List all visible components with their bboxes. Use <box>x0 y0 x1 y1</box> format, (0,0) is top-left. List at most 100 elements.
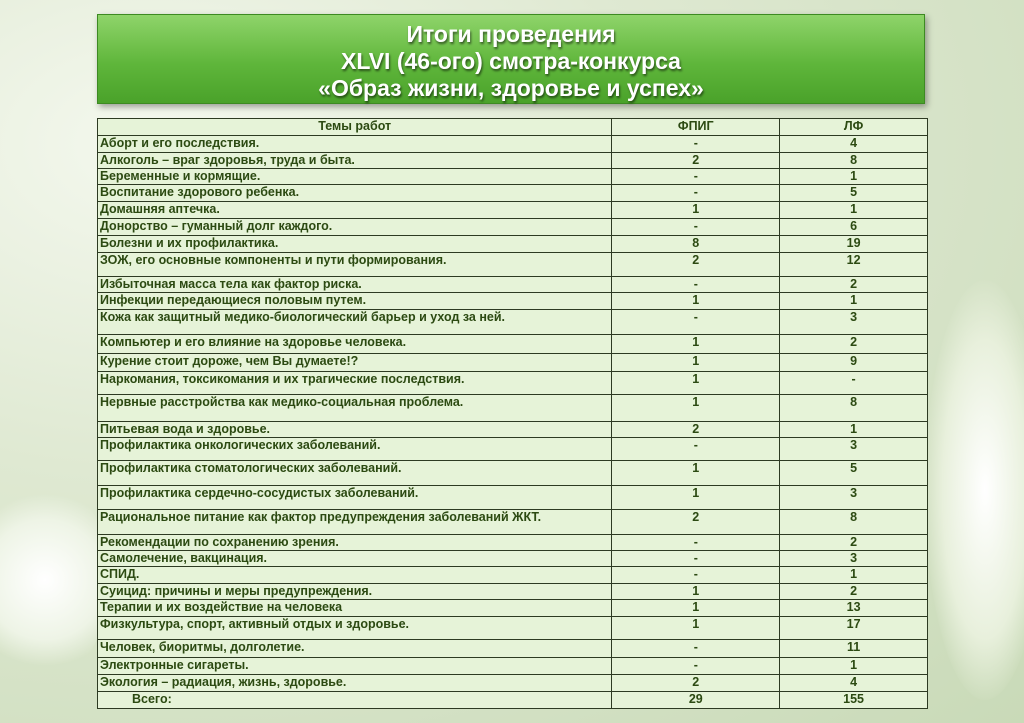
cell-fpig: 8 <box>611 235 781 253</box>
cell-lf: 9 <box>779 353 928 372</box>
cell-fpig: - <box>611 309 781 335</box>
table-row: Алкоголь – враг здоровья, труда и быта. 2… <box>96 152 928 169</box>
cell-lf: 1 <box>779 421 928 438</box>
table-row: Компьютер и его влияние на здоровье чело… <box>96 334 928 354</box>
header-fpig: ФПИГ <box>611 118 781 136</box>
cell-topic: Электронные сигареты. <box>96 657 613 675</box>
cell-topic: Курение стоит дороже, чем Вы думаете!? <box>96 353 613 372</box>
table-row: Нервные расстройства как медико-социальн… <box>96 394 928 422</box>
header-topics: Темы работ <box>96 118 613 136</box>
cell-fpig: - <box>611 218 781 236</box>
table-row: Избыточная масса тела как фактор риска. -… <box>96 276 928 293</box>
table-row: Самолечение, вакцинация. -3 <box>96 550 928 567</box>
table-row: Курение стоит дороже, чем Вы думаете!? 1 9 <box>96 353 928 372</box>
cell-fpig: 2 <box>611 152 781 169</box>
cell-fpig: 1 <box>611 485 781 510</box>
cell-lf: 2 <box>779 534 928 551</box>
cell-fpig: 1 <box>611 353 781 372</box>
cell-topic: Алкоголь – враг здоровья, труда и быта. <box>96 152 613 169</box>
cell-lf: 2 <box>779 583 928 600</box>
table-row: Суицид: причины и меры предупреждения. 1 2 <box>96 583 928 600</box>
cell-fpig: - <box>611 276 781 293</box>
header-lf: ЛФ <box>779 118 928 136</box>
cell-topic: Компьютер и его влияние на здоровье чело… <box>96 334 613 354</box>
total-lf: 155 <box>779 691 928 709</box>
total-fpig: 29 <box>611 691 781 709</box>
cell-lf: 3 <box>779 437 928 461</box>
total-row: Всего: 29 155 <box>96 691 928 709</box>
table-row: Беременные и кормящие. -1 <box>96 168 928 185</box>
cell-topic: Кожа как защитный медико-биологический б… <box>96 309 613 335</box>
cell-fpig: 1 <box>611 599 781 617</box>
cell-fpig: - <box>611 184 781 202</box>
cell-topic: Суицид: причины и меры предупреждения. <box>96 583 613 600</box>
results-table: Темы работ ФПИГ ЛФ Аборт и его последств… <box>96 118 928 709</box>
cell-lf: 11 <box>779 639 928 658</box>
title-line-3: «Образ жизни, здоровье и успех» <box>318 75 704 101</box>
cell-fpig: 1 <box>611 371 781 395</box>
cell-fpig: - <box>611 639 781 658</box>
cell-lf: 1 <box>779 657 928 675</box>
table-row: Домашняя аптечка. 1 1 <box>96 201 928 219</box>
table-row: Рациональное питание как фактор предупре… <box>96 509 928 535</box>
cell-topic: Экология – радиация, жизнь, здоровье. <box>96 674 613 692</box>
cell-topic: ЗОЖ, его основные компоненты и пути форм… <box>96 252 613 277</box>
cell-topic: Донорство – гуманный долг каждого. <box>96 218 613 236</box>
cell-fpig: 1 <box>611 201 781 219</box>
cell-topic: Физкультура, спорт, активный отдых и здо… <box>96 616 613 640</box>
cell-fpig: 2 <box>611 674 781 692</box>
table-row: Человек, биоритмы, долголетие. -11 <box>96 639 928 658</box>
title-line-2: XLVI (46-ого) смотра-конкурса <box>341 48 681 74</box>
cell-lf: 1 <box>779 566 928 584</box>
table-row: Профилактика онкологических заболеваний.… <box>96 437 928 461</box>
cell-lf: - <box>779 371 928 395</box>
cell-topic: Нервные расстройства как медико-социальн… <box>96 394 613 422</box>
cell-fpig: 1 <box>611 460 781 486</box>
table-row: Профилактика сердечно-сосудистых заболев… <box>96 485 928 510</box>
cell-fpig: 1 <box>611 616 781 640</box>
cell-topic: СПИД. <box>96 566 613 584</box>
table-row: Аборт и его последствия. -4 <box>96 135 928 153</box>
cell-topic: Инфекции передающиеся половым путем. <box>96 292 613 310</box>
table-row: ЗОЖ, его основные компоненты и пути форм… <box>96 252 928 277</box>
table-header-row: Темы работ ФПИГ ЛФ <box>96 118 928 136</box>
cell-lf: 19 <box>779 235 928 253</box>
cell-lf: 2 <box>779 276 928 293</box>
cell-topic: Профилактика сердечно-сосудистых заболев… <box>96 485 613 510</box>
cell-fpig: - <box>611 550 781 567</box>
cell-fpig: 1 <box>611 292 781 310</box>
cell-fpig: - <box>611 168 781 185</box>
total-label: Всего: <box>96 691 613 709</box>
cell-fpig: - <box>611 657 781 675</box>
cell-topic: Рациональное питание как фактор предупре… <box>96 509 613 535</box>
cell-topic: Питьевая вода и здоровье. <box>96 421 613 438</box>
table-row: Терапии и их воздействие на человека 1 13 <box>96 599 928 617</box>
cell-fpig: - <box>611 135 781 153</box>
cell-lf: 3 <box>779 550 928 567</box>
cell-topic: Самолечение, вакцинация. <box>96 550 613 567</box>
cell-lf: 13 <box>779 599 928 617</box>
table-row: Питьевая вода и здоровье. 2 1 <box>96 421 928 438</box>
cell-topic: Профилактика стоматологических заболеван… <box>96 460 613 486</box>
cell-fpig: 1 <box>611 394 781 422</box>
slide-title: Итоги проведения XLVI (46-ого) смотра-ко… <box>97 14 925 104</box>
cell-fpig: 1 <box>611 334 781 354</box>
cell-lf: 1 <box>779 168 928 185</box>
table-row: Донорство – гуманный долг каждого. -6 <box>96 218 928 236</box>
cell-topic: Беременные и кормящие. <box>96 168 613 185</box>
cell-lf: 17 <box>779 616 928 640</box>
cell-lf: 4 <box>779 135 928 153</box>
cell-lf: 12 <box>779 252 928 277</box>
table-row: Рекомендации по сохранению зрения. -2 <box>96 534 928 551</box>
cell-fpig: 2 <box>611 252 781 277</box>
table-row: Экология – радиация, жизнь, здоровье. 2 4 <box>96 674 928 692</box>
cell-fpig: 2 <box>611 509 781 535</box>
flower-decoration-right <box>925 280 1024 700</box>
cell-topic: Человек, биоритмы, долголетие. <box>96 639 613 658</box>
cell-lf: 1 <box>779 201 928 219</box>
flower-decoration-left <box>0 480 110 680</box>
table-row: Болезни и их профилактика. 8 19 <box>96 235 928 253</box>
cell-fpig: 2 <box>611 421 781 438</box>
cell-topic: Домашняя аптечка. <box>96 201 613 219</box>
cell-lf: 8 <box>779 152 928 169</box>
